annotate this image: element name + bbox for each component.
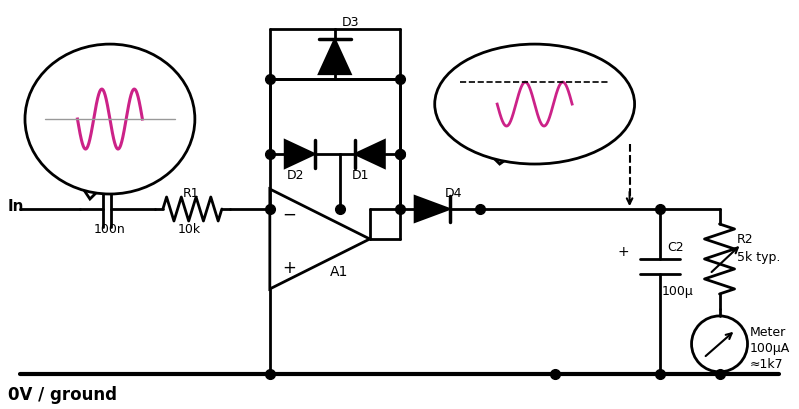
Text: D1: D1 (352, 168, 369, 181)
Text: D3: D3 (342, 16, 360, 29)
Ellipse shape (25, 45, 195, 195)
Text: A1: A1 (330, 264, 348, 278)
Text: R2: R2 (737, 233, 753, 246)
Text: In: In (8, 199, 25, 214)
Text: +: + (282, 258, 296, 276)
Text: 100μ: 100μ (662, 285, 694, 298)
Polygon shape (319, 40, 351, 75)
Text: C1: C1 (98, 183, 114, 196)
Text: −: − (282, 205, 296, 223)
Text: 100μA: 100μA (749, 342, 789, 355)
Polygon shape (415, 197, 450, 222)
Text: 0V / ground: 0V / ground (8, 385, 117, 403)
Text: C2: C2 (667, 241, 684, 254)
Text: D2: D2 (287, 168, 304, 181)
Text: ≈1k7: ≈1k7 (749, 357, 783, 371)
Polygon shape (490, 155, 510, 165)
Text: 5k typ.: 5k typ. (737, 251, 780, 264)
Polygon shape (284, 141, 315, 169)
Text: +: + (618, 244, 630, 258)
Text: 100n: 100n (94, 223, 125, 236)
Text: D4: D4 (445, 186, 462, 199)
Polygon shape (80, 184, 100, 200)
Ellipse shape (435, 45, 634, 165)
Text: 10k: 10k (178, 223, 201, 236)
Text: Meter: Meter (749, 326, 785, 339)
Text: R1: R1 (183, 186, 200, 199)
Polygon shape (355, 141, 385, 169)
